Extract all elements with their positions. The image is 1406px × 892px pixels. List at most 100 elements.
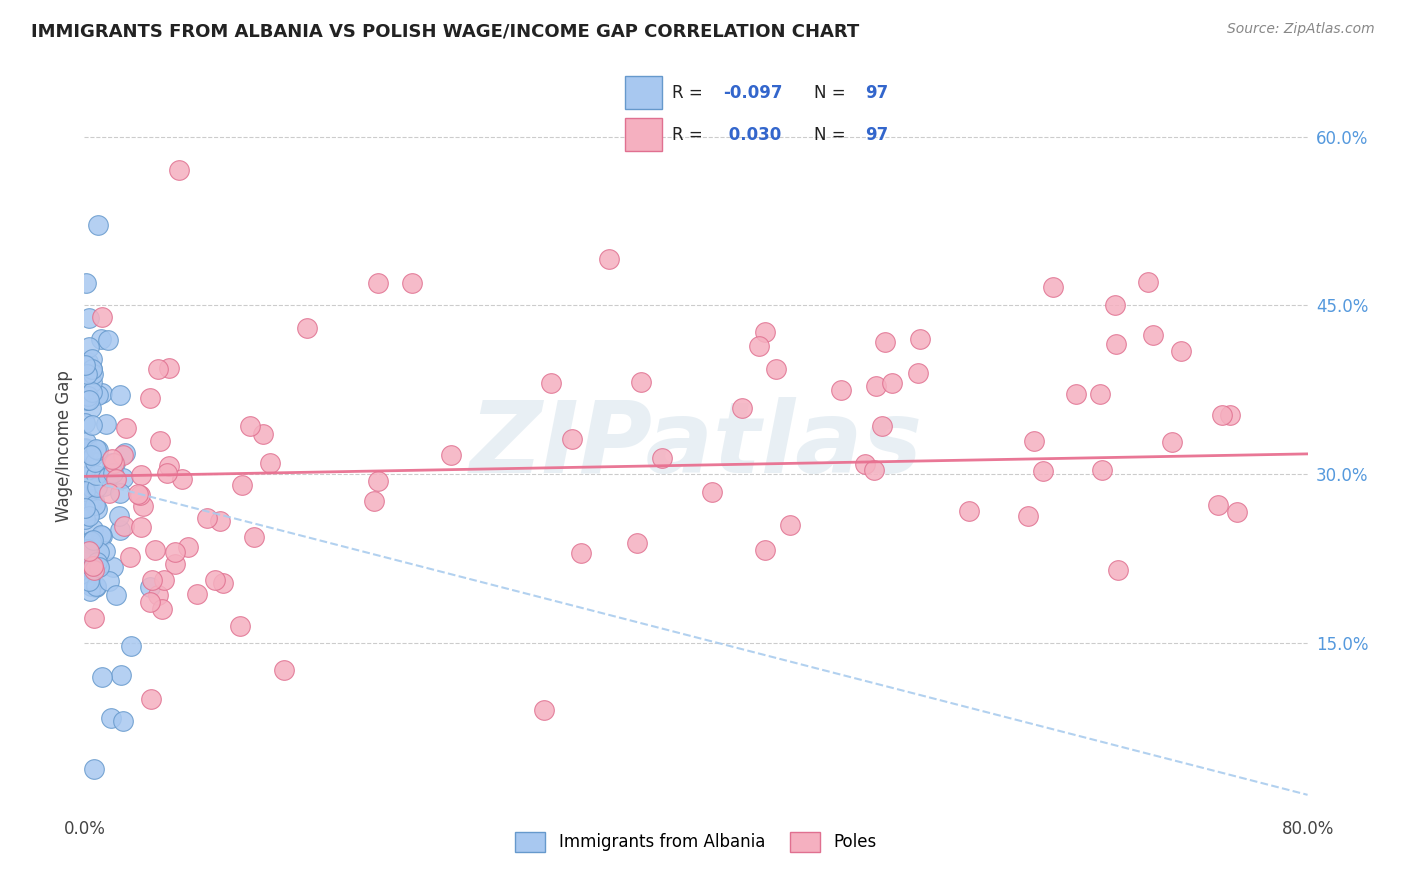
Point xyxy=(97,333,120,347)
Point xyxy=(77,509,100,524)
Point xyxy=(86,480,108,494)
Point xyxy=(1136,276,1159,290)
Point xyxy=(73,357,96,371)
Point xyxy=(104,456,127,470)
Point xyxy=(1017,509,1039,524)
Point xyxy=(80,417,103,432)
Point xyxy=(146,588,169,602)
Point xyxy=(863,463,886,477)
Point xyxy=(1064,387,1087,401)
Point xyxy=(108,523,131,537)
Point xyxy=(97,574,120,588)
Point xyxy=(1107,563,1129,577)
Point xyxy=(76,487,98,501)
Point xyxy=(1225,505,1247,519)
Point xyxy=(73,470,96,484)
Point xyxy=(561,432,583,446)
Point xyxy=(139,595,162,609)
Point xyxy=(1022,434,1045,448)
Point xyxy=(141,573,163,587)
Point xyxy=(84,580,107,594)
Point xyxy=(84,442,107,457)
Point xyxy=(76,368,98,382)
Point xyxy=(830,383,852,397)
Point xyxy=(80,579,103,593)
Point xyxy=(75,512,97,526)
Point xyxy=(1088,386,1111,401)
Point xyxy=(779,517,801,532)
Point xyxy=(76,542,98,557)
Point xyxy=(853,457,876,471)
Point xyxy=(1170,344,1192,359)
Point xyxy=(84,579,107,593)
Point xyxy=(208,514,231,528)
Point xyxy=(80,562,103,576)
Point xyxy=(82,449,104,463)
Text: -0.097: -0.097 xyxy=(723,84,783,102)
Point xyxy=(1104,298,1126,312)
Point xyxy=(148,434,170,449)
Point xyxy=(82,385,104,400)
Point xyxy=(108,388,131,402)
Point xyxy=(101,452,124,467)
Point xyxy=(1219,408,1241,422)
Point xyxy=(100,711,122,725)
Point xyxy=(91,670,114,684)
Point xyxy=(908,332,931,346)
Point xyxy=(80,561,103,575)
Point xyxy=(82,481,104,495)
Bar xyxy=(626,76,662,109)
Point xyxy=(626,535,648,549)
Point xyxy=(80,533,103,548)
Point xyxy=(73,465,96,479)
Point xyxy=(152,573,174,587)
Point xyxy=(129,488,152,502)
Point xyxy=(87,442,110,457)
Point xyxy=(90,310,112,324)
Point xyxy=(127,487,149,501)
Point xyxy=(82,368,104,382)
Point xyxy=(111,448,134,462)
Point xyxy=(108,509,131,524)
Point xyxy=(84,467,107,482)
Point xyxy=(77,574,100,588)
Point xyxy=(101,456,124,470)
Point xyxy=(243,530,266,544)
Point xyxy=(239,419,262,434)
Point xyxy=(104,588,127,602)
Point xyxy=(82,533,104,547)
Point xyxy=(77,544,100,558)
Text: 97: 97 xyxy=(865,84,889,102)
Point xyxy=(86,554,108,568)
Point xyxy=(540,376,562,390)
Point xyxy=(89,470,111,484)
Point xyxy=(252,426,274,441)
Point xyxy=(229,619,252,633)
Point xyxy=(86,502,108,516)
Point xyxy=(87,219,110,233)
Point xyxy=(101,467,124,481)
Point xyxy=(80,401,103,415)
Point xyxy=(163,557,186,571)
Point xyxy=(82,558,104,573)
Point xyxy=(873,335,896,350)
Point xyxy=(114,446,136,460)
Point xyxy=(86,481,108,495)
Point xyxy=(1142,327,1164,342)
Text: R =: R = xyxy=(672,84,709,102)
Point xyxy=(143,542,166,557)
Point xyxy=(533,703,555,717)
Point xyxy=(1091,463,1114,477)
Point xyxy=(367,475,389,489)
Point xyxy=(83,611,105,625)
Point xyxy=(73,484,96,499)
Point xyxy=(83,492,105,507)
Point xyxy=(700,484,723,499)
Point xyxy=(186,587,208,601)
Point xyxy=(569,546,592,560)
Point xyxy=(132,500,155,514)
Point xyxy=(141,692,163,706)
Point xyxy=(120,639,142,653)
Point xyxy=(363,494,385,508)
Point xyxy=(598,252,620,266)
